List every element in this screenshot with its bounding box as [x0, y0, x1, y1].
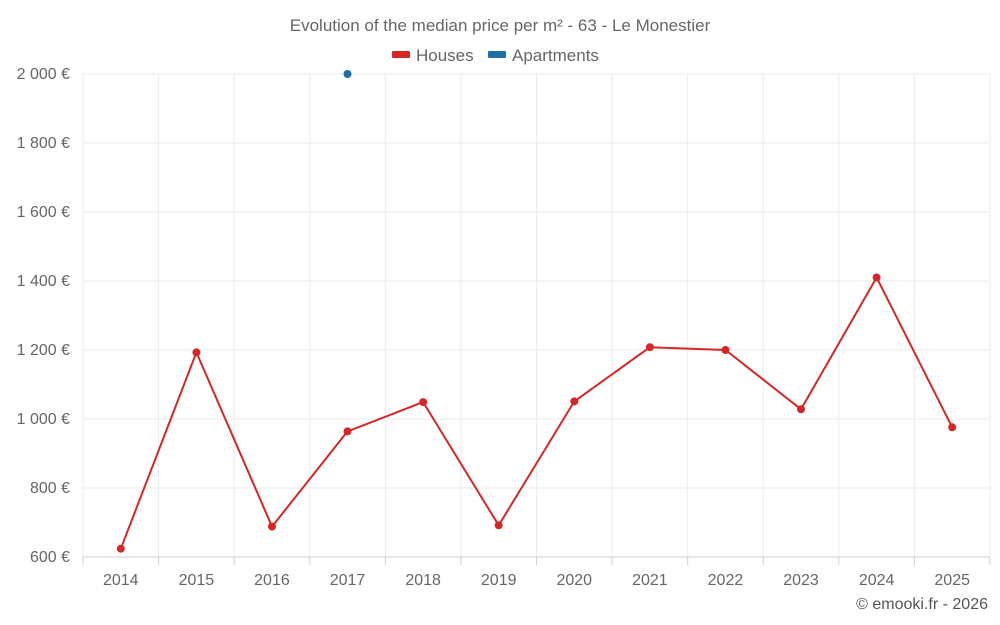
chart-title: Evolution of the median price per m² - 6… [290, 16, 711, 35]
legend: Houses Apartments [392, 46, 599, 65]
legend-swatch-apartments [488, 51, 506, 58]
data-point-houses[interactable] [872, 273, 881, 282]
data-point-houses[interactable] [419, 398, 428, 407]
legend-label-apartments: Apartments [512, 46, 599, 65]
grid [82, 73, 991, 557]
y-tick-label: 1 000 € [17, 411, 70, 428]
x-tick-label: 2023 [783, 572, 819, 589]
data-point-houses[interactable] [797, 405, 805, 414]
x-tick-label: 2016 [254, 572, 290, 589]
x-tick-label: 2024 [859, 572, 895, 589]
y-tick-label: 2 000 € [17, 66, 70, 83]
y-tick-label: 800 € [30, 480, 70, 497]
y-tick-label: 1 200 € [17, 342, 70, 359]
x-tick-label: 2021 [632, 572, 668, 589]
y-tick-label: 600 € [30, 549, 70, 566]
legend-item-houses[interactable]: Houses [392, 46, 474, 65]
x-tick-label: 2015 [179, 572, 215, 589]
x-tick-label: 2025 [934, 572, 970, 589]
data-point-apartments[interactable] [343, 70, 352, 78]
x-tick-label: 2020 [556, 572, 592, 589]
data-point-houses[interactable] [721, 346, 730, 354]
series [116, 70, 957, 553]
data-point-houses[interactable] [645, 343, 654, 352]
data-point-houses[interactable] [570, 397, 579, 406]
x-tick-label: 2019 [481, 572, 517, 589]
data-point-houses[interactable] [494, 521, 503, 530]
x-tick-label: 2014 [103, 572, 139, 589]
x-tick-label: 2017 [330, 572, 366, 589]
data-point-houses[interactable] [192, 348, 201, 357]
data-point-houses[interactable] [116, 544, 125, 553]
y-tick-label: 1 400 € [17, 273, 70, 290]
y-tick-label: 1 800 € [17, 135, 70, 152]
y-tick-label: 1 600 € [17, 204, 70, 221]
legend-label-houses: Houses [416, 46, 474, 65]
x-tick-label: 2022 [708, 572, 744, 589]
series-line-houses [119, 276, 954, 550]
data-point-houses[interactable] [343, 427, 352, 436]
x-tick-label: 2018 [405, 572, 441, 589]
data-point-houses[interactable] [948, 423, 957, 432]
data-point-houses[interactable] [268, 522, 276, 531]
credit-text: © emooki.fr - 2026 [856, 596, 988, 613]
axes: 600 € 800 € 1 000 € 1 200 € 1 400 € 1 600 € 1 … [17, 66, 991, 589]
legend-item-apartments[interactable]: Apartments [488, 46, 599, 65]
legend-swatch-houses [392, 51, 410, 58]
